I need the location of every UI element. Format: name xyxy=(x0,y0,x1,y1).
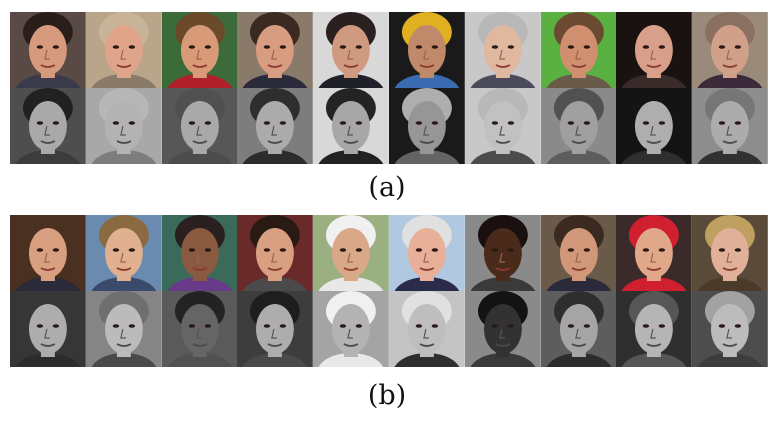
color-face-thumbnail-man-red-cap xyxy=(616,215,693,291)
color-face-thumbnail-woman-shouting xyxy=(161,12,238,88)
color-face-thumbnail-man-beard xyxy=(540,12,617,88)
grayscale-face-thumbnail-man-smiling xyxy=(85,291,162,367)
grayscale-face-thumbnail-man-suit xyxy=(10,291,86,367)
color-face-thumbnail-man-bandana xyxy=(388,12,465,88)
color-face-thumbnail-older-man-smile xyxy=(388,215,465,291)
grayscale-faces-row xyxy=(10,291,768,367)
color-face-thumbnail-man-smiling xyxy=(85,215,162,291)
color-face-thumbnail-man-speaking xyxy=(237,12,314,88)
color-face-thumbnail-man-suit xyxy=(10,215,86,291)
grayscale-face-thumbnail-woman-blonde xyxy=(692,291,768,367)
grayscale-face-thumbnail-older-woman-curly xyxy=(692,88,768,164)
figure-panel-b xyxy=(10,215,768,367)
figure-panel-a xyxy=(10,12,768,164)
grayscale-face-thumbnail-man-dark-skin xyxy=(464,291,541,367)
grayscale-face-thumbnail-man-white-cap xyxy=(313,291,389,367)
grayscale-face-thumbnail-older-woman-smile xyxy=(161,291,238,367)
color-face-thumbnail-older-woman xyxy=(464,12,541,88)
grayscale-face-thumbnail-man-beard xyxy=(540,88,617,164)
grayscale-face-thumbnail-man-short-hair xyxy=(237,291,314,367)
grayscale-faces-row xyxy=(10,88,768,164)
color-face-thumbnail-man-white-cap xyxy=(313,215,389,291)
color-face-thumbnail-older-woman-curly xyxy=(692,12,768,88)
grayscale-face-thumbnail-man-bandana xyxy=(388,88,465,164)
color-faces-row xyxy=(10,12,768,88)
grayscale-face-thumbnail-woman-dark-hair xyxy=(616,88,693,164)
grayscale-face-thumbnail-woman-shouting xyxy=(161,88,238,164)
grayscale-face-thumbnail-man-red-cap xyxy=(616,291,693,367)
caption-a: (a) xyxy=(368,172,406,203)
grayscale-face-thumbnail-older-woman xyxy=(464,88,541,164)
color-face-thumbnail-man-dark-skin xyxy=(464,215,541,291)
color-face-thumbnail-man-balding xyxy=(85,12,162,88)
color-face-thumbnail-man-dark-hair xyxy=(10,12,86,88)
color-faces-row xyxy=(10,215,768,291)
grayscale-face-thumbnail-man-glasses xyxy=(313,88,389,164)
color-face-thumbnail-woman-dark-hair xyxy=(616,12,693,88)
grayscale-face-thumbnail-man-balding xyxy=(85,88,162,164)
color-face-thumbnail-man-short-hair xyxy=(237,215,314,291)
grayscale-face-thumbnail-man-dark-hair xyxy=(10,88,86,164)
color-face-thumbnail-woman-blonde xyxy=(692,215,768,291)
color-face-thumbnail-older-woman-smile xyxy=(161,215,238,291)
grayscale-face-thumbnail-older-man-smile xyxy=(388,291,465,367)
color-face-thumbnail-man-glasses xyxy=(313,12,389,88)
color-face-thumbnail-man-moustache xyxy=(540,215,617,291)
grayscale-face-thumbnail-man-moustache xyxy=(540,291,617,367)
grayscale-face-thumbnail-man-speaking xyxy=(237,88,314,164)
caption-b: (b) xyxy=(367,380,407,411)
